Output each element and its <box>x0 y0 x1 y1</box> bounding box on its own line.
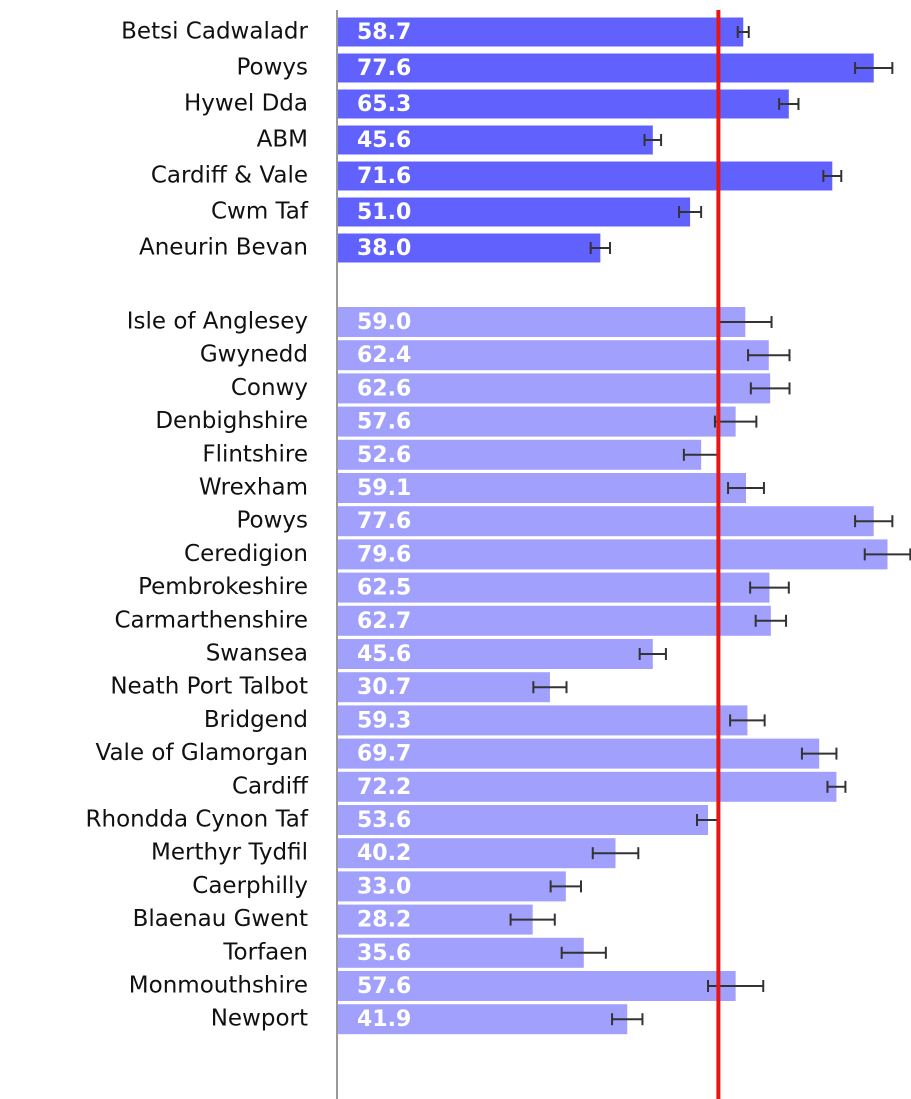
bar <box>338 506 874 537</box>
bar <box>338 307 746 337</box>
value-label: 62.4 <box>357 343 411 368</box>
category-label: Monmouthshire <box>129 973 308 999</box>
value-label: 57.6 <box>357 410 411 435</box>
bar <box>338 771 837 802</box>
category-label: Powys <box>236 508 308 534</box>
category-label: Conwy <box>231 375 308 401</box>
value-label: 30.7 <box>357 675 411 700</box>
category-label: Rhondda Cynon Taf <box>86 807 309 833</box>
value-label: 28.2 <box>357 908 411 933</box>
value-label: 69.7 <box>357 742 411 767</box>
bar <box>338 233 601 263</box>
value-label: 65.3 <box>357 92 411 117</box>
category-label: Cardiff & Vale <box>151 163 308 189</box>
bar <box>338 539 888 570</box>
category-label: Denbighshire <box>155 408 308 434</box>
bar <box>338 605 771 636</box>
value-label: 58.7 <box>357 20 411 45</box>
category-label: ABM <box>257 127 308 153</box>
value-label: 62.5 <box>357 576 411 601</box>
value-label: 40.2 <box>357 841 411 866</box>
value-label: 59.1 <box>357 476 411 501</box>
category-label: Neath Port Talbot <box>110 674 308 700</box>
category-label: Merthyr Tydfil <box>151 840 308 866</box>
category-label: Powys <box>236 55 308 81</box>
value-label: 35.6 <box>357 941 411 966</box>
value-label: 77.6 <box>357 56 411 81</box>
bar <box>338 639 653 669</box>
value-label: 51.0 <box>357 200 411 225</box>
category-label: Caerphilly <box>192 873 308 899</box>
value-label: 59.0 <box>357 310 411 335</box>
category-label: Flintshire <box>202 441 308 467</box>
bar <box>338 1004 628 1035</box>
category-label: Betsi Cadwaladr <box>121 19 308 45</box>
bar <box>338 572 770 603</box>
value-label: 52.6 <box>357 443 411 468</box>
category-label: Swansea <box>206 641 308 667</box>
value-label: 62.6 <box>357 376 411 401</box>
bar <box>338 17 744 47</box>
category-label: Isle of Anglesey <box>127 309 308 335</box>
value-label: 62.7 <box>357 609 411 634</box>
value-label: 79.6 <box>357 542 411 567</box>
value-label: 71.6 <box>357 164 411 189</box>
bar <box>338 89 789 119</box>
bar <box>338 197 691 227</box>
value-label: 33.0 <box>357 874 411 899</box>
category-label: Newport <box>211 1006 308 1032</box>
value-label: 59.3 <box>357 708 411 733</box>
value-label: 77.6 <box>357 509 411 534</box>
category-label: Cwm Taf <box>211 199 309 225</box>
bar <box>338 439 702 470</box>
category-label: Cardiff <box>232 773 309 799</box>
value-label: 45.6 <box>357 642 411 667</box>
category-label: Carmarthenshire <box>114 607 308 633</box>
category-label: Aneurin Bevan <box>139 235 308 261</box>
category-label: Vale of Glamorgan <box>96 740 308 766</box>
bar <box>338 871 566 902</box>
value-label: 57.6 <box>357 974 411 999</box>
category-label: Blaenau Gwent <box>133 906 308 932</box>
value-label: 72.2 <box>357 775 411 800</box>
bar <box>338 971 736 1001</box>
category-label: Torfaen <box>222 939 308 965</box>
value-label: 38.0 <box>357 236 411 261</box>
category-label: Gwynedd <box>200 342 308 368</box>
bar <box>338 937 584 968</box>
value-label: 53.6 <box>357 808 411 833</box>
bar <box>338 473 747 503</box>
bar <box>338 340 769 371</box>
category-label: Wrexham <box>199 475 308 501</box>
bar <box>338 705 748 736</box>
value-label: 41.9 <box>357 1007 411 1032</box>
bar <box>338 805 709 835</box>
bar <box>338 672 550 703</box>
category-label: Pembrokeshire <box>138 574 308 600</box>
bar <box>338 125 653 155</box>
bar <box>338 738 820 769</box>
bar <box>338 373 771 404</box>
bar <box>338 904 533 935</box>
category-label: Ceredigion <box>184 541 308 567</box>
category-label: Bridgend <box>204 707 308 733</box>
bar <box>338 838 616 869</box>
bar <box>338 161 833 191</box>
category-label: Hywel Dda <box>184 91 308 117</box>
bar <box>338 53 874 83</box>
bar <box>338 406 736 437</box>
value-label: 45.6 <box>357 128 411 153</box>
